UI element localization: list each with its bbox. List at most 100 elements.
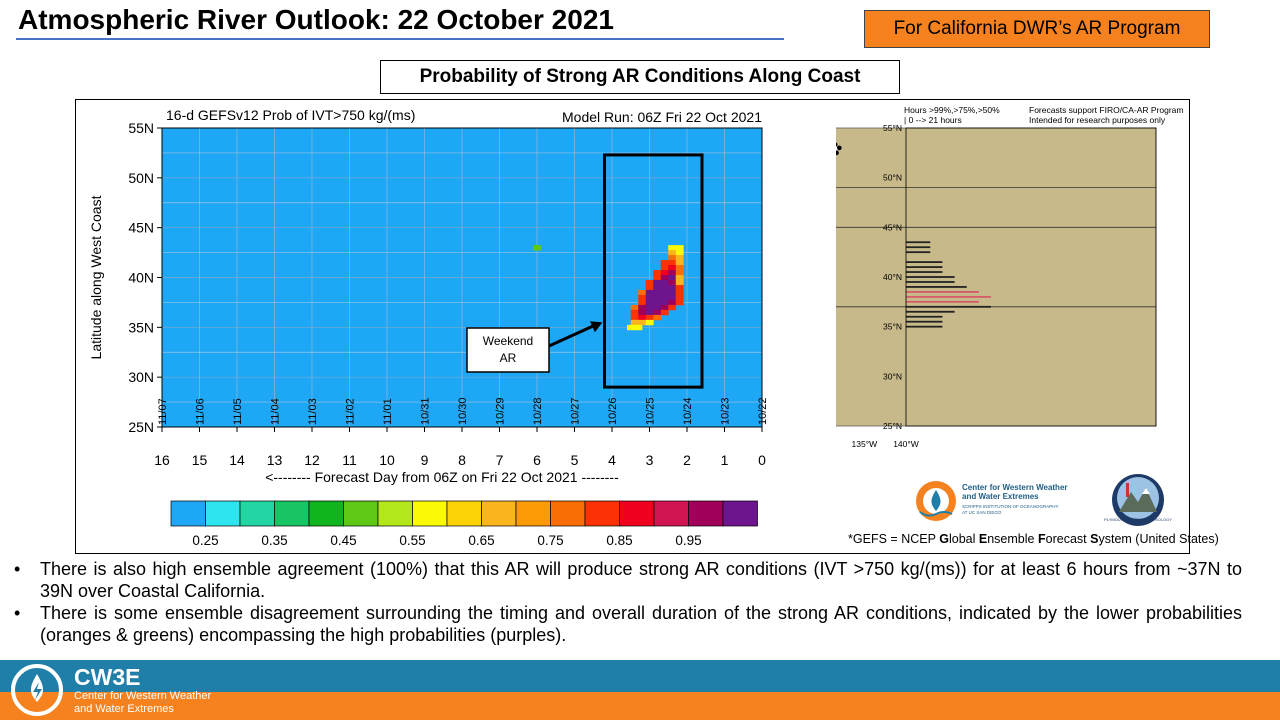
heatmap-cell	[653, 275, 662, 281]
x-tick-label: 3	[646, 452, 654, 468]
colorbar-label: 0.35	[261, 533, 287, 548]
heatmap-cell	[645, 284, 654, 291]
date-label: 11/03	[307, 398, 319, 425]
colorbar-swatch	[653, 500, 689, 527]
heatmap-cell	[668, 255, 677, 261]
heatmap-cell	[660, 299, 669, 306]
duration-bar	[906, 276, 955, 278]
colorbar-swatch	[377, 500, 413, 527]
colorbar-swatch	[205, 500, 241, 527]
weekend-ar-highlight-box	[603, 153, 704, 389]
heatmap-cell	[675, 275, 684, 281]
heatmap-cell	[675, 284, 684, 291]
figure-panel: 16-d GEFSv12 Prob of IVT>750 kg/(ms) Mode…	[75, 99, 1219, 554]
west-coast-map: Hours >99%,>75%,>50%| 0 --> 21 hours Fore…	[836, 105, 1183, 526]
heatmap-cell	[675, 255, 684, 261]
date-label: 10/22	[757, 397, 769, 425]
title-underline	[16, 38, 784, 40]
map-lat-label: 55°N	[883, 123, 902, 133]
heatmap-cell	[645, 294, 654, 301]
x-tick-label: 16	[154, 452, 170, 468]
map-header-right: Forecasts support FIRO/CA-AR Program	[1029, 105, 1183, 115]
map-land	[836, 127, 1157, 427]
coast-point	[836, 142, 838, 147]
heatmap-cell	[660, 260, 669, 266]
footer-subtitle-line-2: and Water Extremes	[74, 703, 174, 715]
x-tick-label: 0	[758, 452, 766, 468]
colorbar-swatch	[170, 500, 206, 527]
heatmap-cell	[675, 294, 684, 301]
weekend-ar-callout	[466, 327, 550, 373]
colorbar-swatch	[722, 500, 758, 527]
colorbar-swatch	[515, 500, 551, 527]
x-tick-label: 4	[608, 452, 616, 468]
date-label: 10/29	[495, 397, 507, 425]
heatmap-cell	[638, 299, 647, 306]
duration-bar	[906, 305, 991, 308]
bullet-list: There is also high ensemble agreement (1…	[14, 558, 1242, 646]
map-lon-label: 140°W	[893, 439, 919, 449]
heatmap-cell	[653, 309, 662, 316]
duration-bar	[906, 241, 931, 244]
date-label: 11/07	[157, 398, 169, 425]
plymouth-logo-flag	[1126, 483, 1129, 497]
duration-bar	[906, 320, 943, 323]
heatmap-cell	[653, 270, 662, 276]
y-axis-label: Latitude along West Coast	[88, 195, 104, 359]
duration-bar	[906, 286, 967, 288]
footer-band-bottom	[0, 692, 1280, 720]
x-tick-label: 12	[304, 452, 320, 468]
heatmap-cell	[645, 289, 654, 296]
duration-bar	[906, 295, 991, 298]
cw3e-logo-text: Center for Western Weather	[962, 483, 1068, 492]
weekend-ar-callout-text: Weekend	[483, 334, 533, 348]
heatmap-cell	[668, 304, 677, 311]
probability-heatmap: 16-d GEFSv12 Prob of IVT>750 kg/(ms) Mode…	[88, 107, 769, 548]
date-label: 10/24	[682, 397, 694, 425]
duration-bar	[906, 281, 955, 283]
heatmap-cell	[660, 275, 669, 281]
heatmap-cell	[668, 275, 677, 281]
date-label: 11/05	[232, 398, 244, 425]
gefs-footnote: *GEFS = NCEP Global Ensemble Forecast Sy…	[848, 532, 1219, 546]
heatmap-cell	[660, 289, 669, 296]
duration-bar	[906, 300, 979, 303]
x-tick-label: 6	[533, 452, 541, 468]
heatmap-cell	[660, 279, 669, 286]
footer-band-top	[0, 660, 1280, 692]
x-tick-label: 10	[379, 452, 395, 468]
x-tick-label: 14	[229, 452, 245, 468]
heatmap-cell	[645, 304, 654, 311]
y-tick-label: 45N	[128, 220, 154, 236]
cw3e-logo-text: SCRIPPS INSTITUTION OF OCEANOGRAPHY	[962, 504, 1059, 509]
heatmap-cell	[660, 294, 669, 301]
heatmap-cell	[638, 294, 647, 301]
y-tick-label: 25N	[128, 419, 154, 435]
date-label: 10/30	[457, 397, 469, 425]
map-lat-label: 50°N	[883, 173, 902, 183]
x-axis-label: <-------- Forecast Day from 06Z on Fri 2…	[265, 469, 619, 485]
footer-logo-icon	[11, 664, 63, 716]
plymouth-logo-snowcap	[1142, 488, 1150, 494]
x-tick-label: 9	[421, 452, 429, 468]
heatmap-cell	[533, 245, 542, 251]
duration-bar	[906, 266, 943, 268]
heatmap-cell	[668, 265, 677, 271]
heatmap-cell	[638, 314, 647, 321]
colorbar-label: 0.95	[675, 533, 701, 548]
cw3e-logo-icon	[916, 481, 956, 521]
date-label: 11/04	[270, 398, 282, 425]
map-header-left: | 0 --> 21 hours	[904, 115, 962, 125]
heatmap-cell	[645, 314, 654, 321]
slide-title: Atmospheric River Outlook: 22 October 20…	[18, 4, 614, 35]
map-header-right: Intended for research purposes only	[1029, 115, 1166, 125]
heatmap-cell	[645, 319, 654, 326]
heatmap-cell	[660, 284, 669, 291]
heatmap-cell	[668, 250, 677, 256]
heatmap-cell	[675, 260, 684, 266]
heatmap-cell	[675, 299, 684, 306]
heatmap-cell	[675, 250, 684, 256]
x-tick-label: 13	[267, 452, 283, 468]
heatmap-cell	[675, 245, 684, 251]
bullet-item-1: There is also high ensemble agreement (1…	[14, 558, 1242, 602]
